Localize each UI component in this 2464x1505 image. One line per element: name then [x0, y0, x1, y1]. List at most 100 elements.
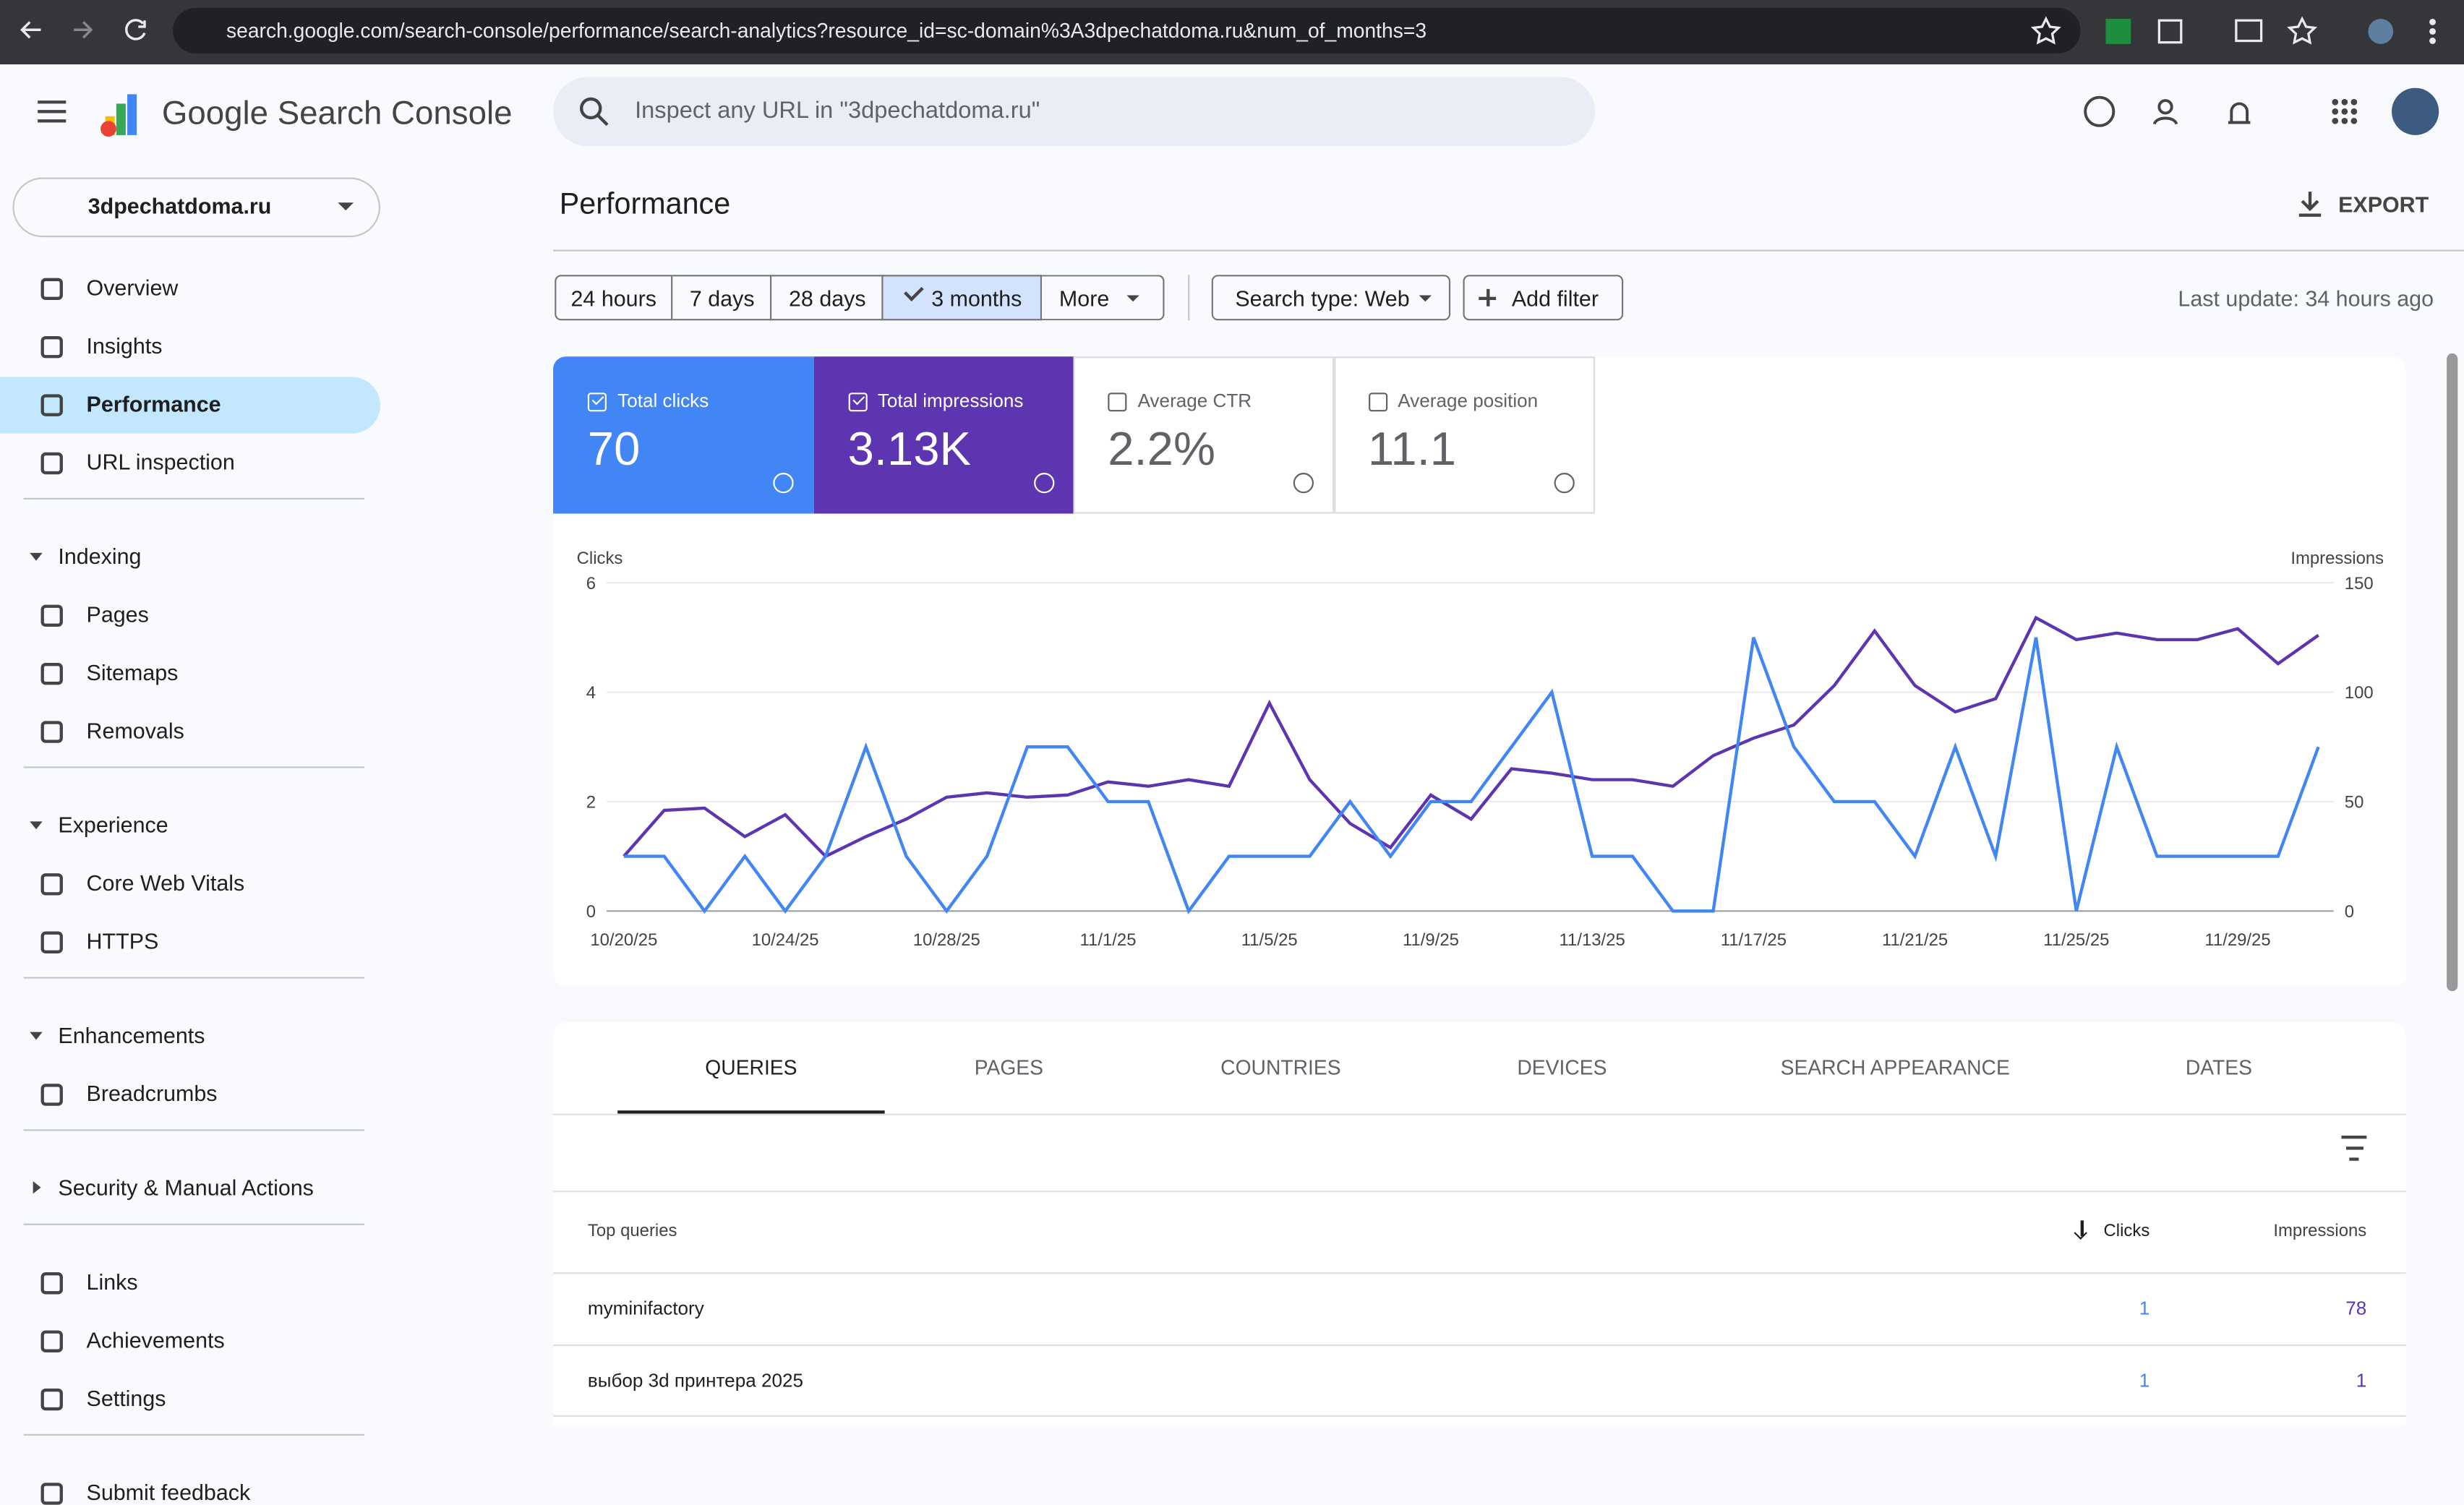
- scrollbar[interactable]: [2447, 353, 2458, 992]
- metric-card[interactable]: [813, 356, 1074, 514]
- range-button[interactable]: [883, 275, 1043, 321]
- address-field[interactable]: [173, 7, 2081, 53]
- range-label: More: [1058, 286, 1110, 312]
- nav-divider: [23, 977, 365, 979]
- tab[interactable]: COUNTRIES: [1220, 1055, 1341, 1079]
- url: search.google.com/search-console/perform…: [226, 19, 1427, 43]
- export-button[interactable]: EXPORT: [2338, 192, 2429, 217]
- filter-icon[interactable]: [2345, 1146, 2363, 1150]
- property-selector[interactable]: [12, 177, 380, 238]
- plus-v: [1486, 288, 1489, 306]
- divider: [553, 249, 2464, 252]
- menu-and-logo[interactable]: [31, 91, 157, 138]
- nav-divider: [23, 1223, 365, 1225]
- section-toggle: [30, 821, 43, 836]
- nav-item[interactable]: Insights: [86, 333, 163, 359]
- header-icons[interactable]: [2074, 87, 2452, 139]
- help-icon: [773, 473, 794, 494]
- y-tick-label: 4: [586, 683, 596, 703]
- nav-section[interactable]: Experience: [58, 812, 168, 838]
- nav-item[interactable]: Pages: [86, 601, 149, 627]
- filter-icon[interactable]: [2349, 1157, 2359, 1161]
- range-button[interactable]: [555, 275, 673, 321]
- caret: [1126, 295, 1139, 308]
- table-header[interactable]: Clicks: [2103, 1222, 2150, 1241]
- nav-item[interactable]: Sitemaps: [86, 659, 179, 685]
- query-cell[interactable]: выбор 3d принтера 2025: [587, 1368, 803, 1392]
- metric-card[interactable]: [1333, 356, 1594, 514]
- range-button[interactable]: [771, 275, 884, 321]
- tab[interactable]: SEARCH APPEARANCE: [1780, 1055, 2010, 1079]
- nav-icon: [40, 931, 63, 953]
- nav-section[interactable]: Enhancements: [58, 1022, 205, 1048]
- nav-icon: [40, 452, 63, 475]
- x-tick-label: 10/24/25: [752, 930, 819, 950]
- nav-icon: [40, 336, 63, 359]
- nav-item[interactable]: Links: [86, 1269, 138, 1295]
- nav-divider: [23, 497, 365, 499]
- help-icon: [1033, 473, 1054, 494]
- tab-indicator: [617, 1110, 885, 1114]
- nav-divider: [23, 1129, 365, 1131]
- help-icon: [1293, 473, 1314, 494]
- clicks-cell: 1: [2139, 1297, 2150, 1320]
- row-divider: [553, 1191, 2406, 1193]
- nav-item[interactable]: HTTPS: [86, 928, 159, 953]
- metric-value: 2.2%: [1108, 424, 1215, 476]
- nav-highlight: [0, 377, 380, 434]
- nav-item[interactable]: Submit feedback: [86, 1479, 251, 1505]
- nav-item[interactable]: URL inspection: [86, 449, 235, 475]
- nav-icon: [40, 1388, 63, 1411]
- nav-item[interactable]: Core Web Vitals: [86, 870, 245, 896]
- add-filter[interactable]: [1463, 275, 1624, 321]
- tab[interactable]: PAGES: [974, 1055, 1044, 1079]
- series-line: [623, 615, 2319, 859]
- x-tick-label: 11/1/25: [1080, 930, 1137, 950]
- query-cell[interactable]: myminifactory: [587, 1297, 704, 1320]
- y2-tick-label: 100: [2345, 683, 2374, 703]
- nav-item[interactable]: Breadcrumbs: [86, 1080, 218, 1106]
- table-header: Top queries: [587, 1222, 677, 1241]
- metric-label: Average CTR: [1137, 389, 1252, 412]
- metric-value: 3.13K: [847, 424, 972, 476]
- nav-item[interactable]: Settings: [86, 1385, 166, 1411]
- last-update: Last update: 34 hours ago: [2178, 286, 2434, 312]
- x-tick-label: 10/20/25: [590, 930, 657, 950]
- nav-icon: [40, 1330, 63, 1352]
- clicks-cell: 1: [2139, 1368, 2150, 1392]
- nav-icon: [40, 721, 63, 743]
- range-button[interactable]: [1042, 275, 1165, 321]
- range-label: 28 days: [789, 286, 866, 312]
- tab[interactable]: QUERIES: [705, 1055, 797, 1079]
- nav-section[interactable]: Indexing: [58, 543, 142, 569]
- metric-label: Total impressions: [877, 389, 1024, 412]
- metric-value: 70: [587, 424, 641, 476]
- section-toggle: [30, 1032, 43, 1047]
- dropdown-arrow: [338, 202, 354, 211]
- row-divider: [553, 1415, 2406, 1417]
- impressions-cell: 1: [2356, 1368, 2367, 1392]
- x-tick-label: 11/9/25: [1403, 930, 1459, 950]
- search-icon: [580, 97, 609, 127]
- search-type[interactable]: [1211, 275, 1451, 321]
- table-header[interactable]: Impressions: [2273, 1222, 2367, 1241]
- nav-item[interactable]: Removals: [86, 718, 184, 743]
- tab[interactable]: DATES: [2185, 1055, 2252, 1079]
- nav-item[interactable]: Overview: [86, 275, 179, 301]
- range-label: 24 hours: [570, 286, 656, 312]
- y2-tick-label: 150: [2345, 574, 2374, 593]
- tab[interactable]: DEVICES: [1517, 1055, 1607, 1079]
- metric-card[interactable]: [553, 356, 814, 514]
- filter-icon[interactable]: [2341, 1136, 2367, 1139]
- url-inspect-field[interactable]: [553, 77, 1596, 147]
- range-button[interactable]: [672, 275, 772, 321]
- nav-item[interactable]: Performance: [86, 391, 221, 416]
- nav-item[interactable]: Achievements: [86, 1327, 225, 1352]
- metric-card[interactable]: [1073, 356, 1335, 514]
- x-tick-label: 11/21/25: [1882, 930, 1948, 950]
- nav-section[interactable]: Security & Manual Actions: [58, 1175, 314, 1201]
- nav-buttons[interactable]: [0, 0, 173, 64]
- series-line: [623, 637, 2320, 914]
- browser-icons[interactable]: [2027, 12, 2464, 51]
